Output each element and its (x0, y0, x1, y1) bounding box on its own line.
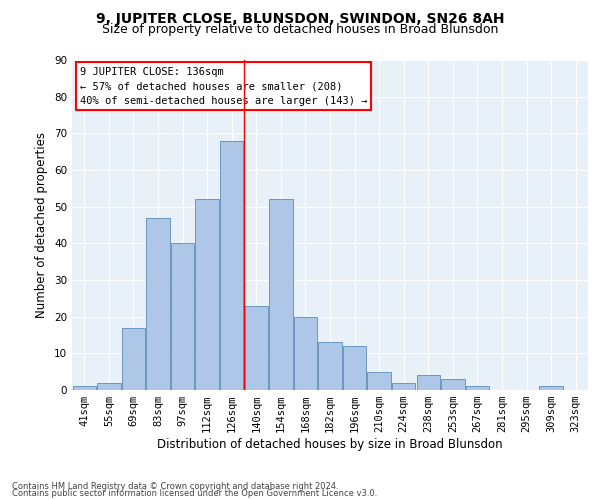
Bar (196, 200, 219, 390)
Bar (269, 200, 293, 390)
Text: 9 JUPITER CLOSE: 136sqm
← 57% of detached houses are smaller (208)
40% of semi-d: 9 JUPITER CLOSE: 136sqm ← 57% of detache… (80, 66, 367, 106)
X-axis label: Distribution of detached houses by size in Broad Blunsdon: Distribution of detached houses by size … (157, 438, 503, 451)
Bar (220, 140, 244, 390)
Bar (245, 306, 268, 390)
Bar (343, 346, 366, 390)
Text: Contains public sector information licensed under the Open Government Licence v3: Contains public sector information licen… (12, 489, 377, 498)
Bar (441, 379, 464, 390)
Text: 9, JUPITER CLOSE, BLUNSDON, SWINDON, SN26 8AH: 9, JUPITER CLOSE, BLUNSDON, SWINDON, SN2… (96, 12, 504, 26)
Bar (146, 218, 170, 390)
Bar (392, 382, 415, 390)
Text: Contains HM Land Registry data © Crown copyright and database right 2024.: Contains HM Land Registry data © Crown c… (12, 482, 338, 491)
Text: Size of property relative to detached houses in Broad Blunsdon: Size of property relative to detached ho… (102, 22, 498, 36)
Y-axis label: Number of detached properties: Number of detached properties (35, 132, 49, 318)
Bar (319, 342, 341, 390)
Bar (367, 372, 391, 390)
Bar (171, 244, 194, 390)
Bar (122, 328, 145, 390)
Bar (539, 386, 563, 390)
Bar (97, 382, 121, 390)
Bar (73, 386, 96, 390)
Bar (466, 386, 489, 390)
Bar (294, 316, 317, 390)
Bar (416, 376, 440, 390)
